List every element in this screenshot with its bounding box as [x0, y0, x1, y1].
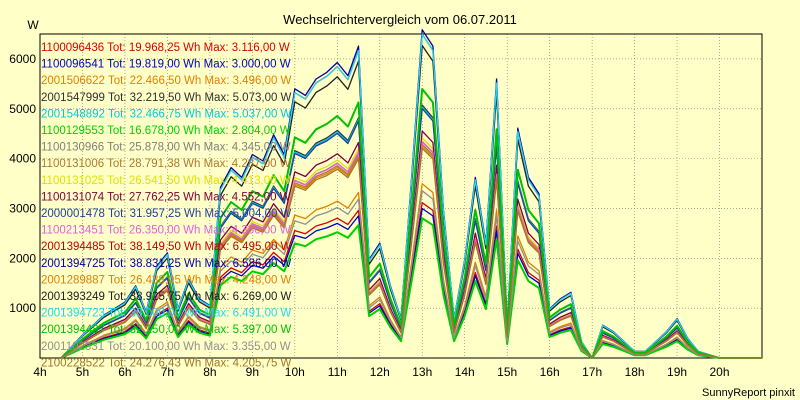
- x-tick-label-4: 8h: [203, 365, 216, 379]
- legend: 1100096436 Tot: 19.968,25 Wh Max: 3.116,…: [41, 42, 292, 369]
- x-tick-label-12: 16h: [540, 365, 560, 379]
- series-line-2001394723: [60, 33, 762, 359]
- legend-entry-1100129553: 1100129553 Tot: 16.678,00 Wh Max: 2.804,…: [41, 125, 291, 137]
- legend-entry-2001102331: 2001102331 Tot: 20.100,00 Wh Max: 3.355,…: [41, 341, 291, 353]
- grid: [39, 34, 762, 358]
- legend-entry-2100228522: 2100228522 Tot: 24.276,43 Wh Max: 4.205,…: [41, 357, 292, 369]
- legend-entry-1100131074: 1100131074 Tot: 27.762,25 Wh Max: 4.552,…: [41, 191, 291, 203]
- legend-entry-2001394487: 2001394487 Tot: 32.150,00 Wh Max: 5.397,…: [41, 324, 292, 336]
- y-tick-label-2: 3000: [9, 201, 36, 215]
- x-tick-label-16: 20h: [710, 365, 730, 379]
- x-tick-label-7: 11h: [328, 365, 347, 379]
- legend-entry-2001394485: 2001394485 Tot: 38.149,50 Wh Max: 6.495,…: [41, 241, 292, 253]
- x-tick-label-8: 12h: [370, 365, 390, 379]
- legend-entry-1100213451: 1100213451 Tot: 26.350,00 Wh Max: 4.336,…: [41, 225, 291, 237]
- y-tick-label-4: 5000: [9, 102, 36, 116]
- legend-entry-2001394725: 2001394725 Tot: 38.831,25 Wh Max: 6.586,…: [41, 258, 292, 270]
- credit-label: SunnyReport pinxit: [702, 387, 795, 399]
- y-tick-label-5: 6000: [9, 52, 36, 66]
- legend-entry-1100130966: 1100130966 Tot: 25.878,00 Wh Max: 4.345,…: [41, 142, 291, 154]
- x-axis-ticks: 4h 5h 6h 7h 8h 9h 10h 11h 12h 13h 14h 15h 16h 17h 18h 1…: [33, 365, 729, 379]
- x-tick-label-5: 9h: [246, 365, 259, 379]
- y-tick-label-3: 4000: [9, 152, 36, 166]
- y-tick-label-1: 2000: [9, 251, 36, 265]
- x-tick-label-6: 10h: [285, 365, 305, 379]
- x-tick-label-11: 15h: [497, 365, 517, 379]
- legend-entry-1100096436: 1100096436 Tot: 19.968,25 Wh Max: 3.116,…: [41, 42, 290, 54]
- x-tick-label-15: 19h: [667, 365, 687, 379]
- x-tick-label-0: 4h: [33, 365, 46, 379]
- legend-entry-1100096541: 1100096541 Tot: 19.819,00 Wh Max: 3.000,…: [41, 59, 291, 71]
- legend-entry-1100131025: 1100131025 Tot: 26.541,50 Wh Max: 4.413,…: [41, 175, 291, 187]
- legend-entry-2001394723: 2001394723 Tot: 38.000,00 Wh Max: 6.491,…: [41, 308, 292, 320]
- y-tick-label-0: 1000: [9, 301, 36, 315]
- series-line-2001102331: [60, 190, 762, 359]
- legend-entry-2001548892: 2001548892 Tot: 32.466,75 Wh Max: 5.037,…: [41, 108, 292, 120]
- x-tick-label-3: 7h: [161, 365, 174, 379]
- y-axis-label: W: [27, 18, 39, 32]
- series-line-2100228522: [60, 147, 762, 359]
- x-tick-label-1: 5h: [76, 365, 89, 379]
- legend-entry-2001547999: 2001547999 Tot: 32.219,50 Wh Max: 5.073,…: [41, 92, 292, 104]
- legend-entry-2001289887: 2001289887 Tot: 26.438,95 Wh Max: 4.248,…: [41, 274, 292, 286]
- x-tick-label-14: 18h: [625, 365, 645, 379]
- series-line-1100129553: [60, 217, 762, 359]
- plot-frame: [39, 33, 763, 359]
- series-line-2001394487: [60, 88, 762, 359]
- legend-entry-2000001478: 2000001478 Tot: 31.957,25 Wh Max: 5.004,…: [41, 208, 292, 220]
- legend-entry-1100131006: 1100131006 Tot: 28.791,38 Wh Max: 4.287,…: [41, 158, 291, 170]
- x-tick-label-13: 17h: [582, 365, 602, 379]
- legend-entry-2001393249: 2001393249 Tot: 38.925,75 Wh Max: 6.269,…: [41, 291, 292, 303]
- chart-title: Wechselrichtervergleich vom 06.07.2011: [283, 12, 517, 27]
- x-tick-label-10: 14h: [455, 365, 475, 379]
- x-tick-label-2: 6h: [118, 365, 131, 379]
- y-axis-ticks: 1000 2000 3000 4000 5000 6000: [9, 52, 36, 315]
- legend-entry-2001506622: 2001506622 Tot: 22.466,50 Wh Max: 3.496,…: [41, 75, 292, 87]
- x-tick-label-9: 13h: [412, 365, 432, 379]
- series-lines: [60, 29, 762, 359]
